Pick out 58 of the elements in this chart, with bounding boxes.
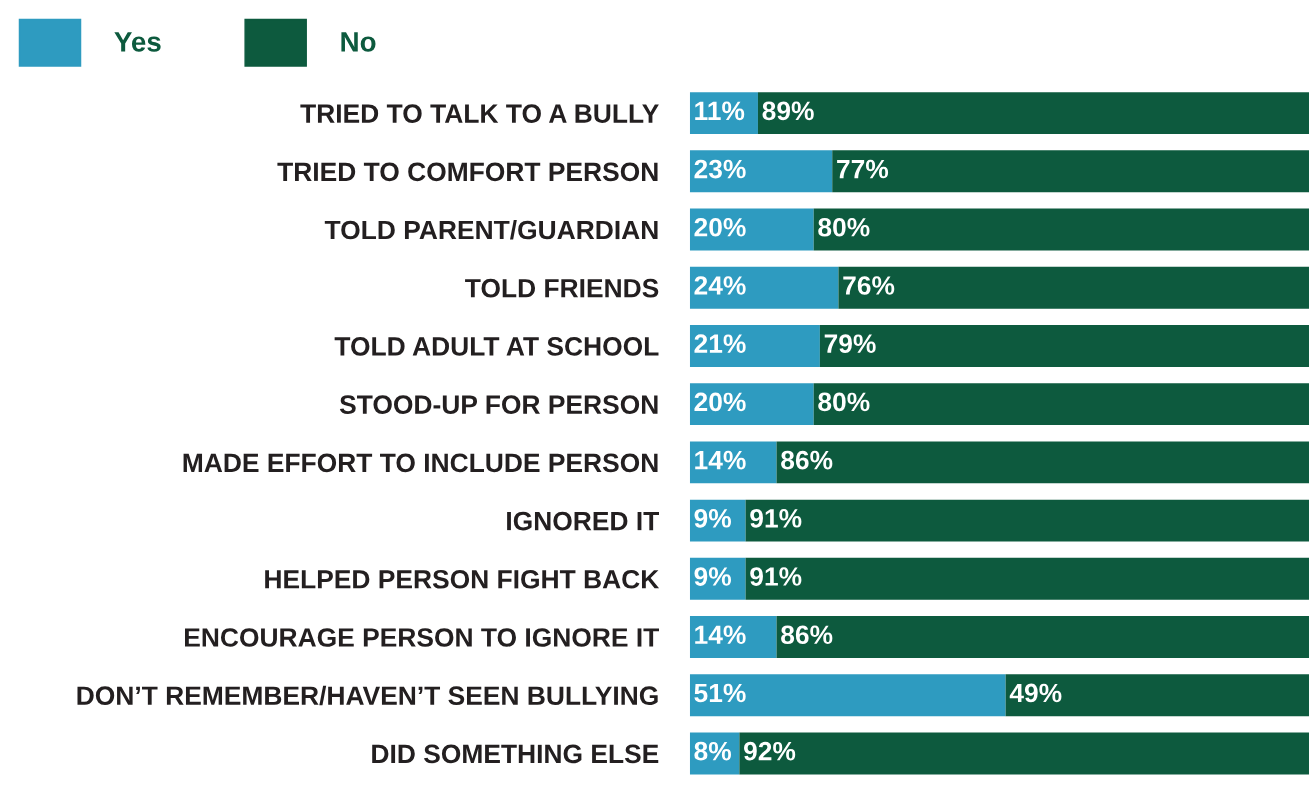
data-label: 24% bbox=[694, 276, 746, 295]
data-label: 79% bbox=[824, 334, 876, 354]
y-tick-label: DID SOMETHING ELSE bbox=[372, 744, 659, 764]
data-label: 92% bbox=[744, 741, 796, 761]
data-label: 9% bbox=[694, 508, 731, 528]
bar bbox=[689, 208, 814, 251]
bar bbox=[757, 92, 1309, 135]
bar bbox=[813, 383, 1309, 426]
bar bbox=[832, 150, 1309, 193]
bar bbox=[776, 441, 1309, 484]
data-label: 14% bbox=[695, 625, 746, 645]
data-label: 86% bbox=[781, 625, 833, 645]
data-label: 91% bbox=[750, 567, 802, 586]
data-label: 20% bbox=[694, 392, 746, 412]
bar bbox=[689, 616, 777, 658]
data-label: 76% bbox=[843, 276, 895, 295]
bar bbox=[819, 325, 1309, 367]
data-label: 80% bbox=[818, 217, 870, 237]
bar bbox=[689, 266, 839, 309]
bar bbox=[745, 499, 1309, 542]
data-label: 21% bbox=[694, 334, 746, 353]
y-tick-label: TOLD ADULT AT SCHOOL bbox=[334, 337, 659, 356]
y-tick-label: TOLD FRIENDS bbox=[465, 278, 659, 298]
bar bbox=[745, 557, 1309, 600]
data-label: 11% bbox=[695, 101, 745, 121]
legend-label: No bbox=[341, 32, 376, 52]
data-label: 49% bbox=[1009, 683, 1062, 703]
data-label: 91% bbox=[750, 508, 802, 528]
data-label: 51% bbox=[694, 683, 746, 703]
bar bbox=[689, 441, 777, 484]
bar bbox=[813, 208, 1309, 251]
bar bbox=[838, 266, 1309, 309]
y-tick-label: TOLD PARENT/GUARDIAN bbox=[324, 219, 658, 240]
bar bbox=[689, 150, 833, 193]
data-label: 14% bbox=[695, 450, 746, 470]
bar bbox=[776, 616, 1309, 658]
bar bbox=[689, 674, 1006, 717]
data-label: 89% bbox=[762, 101, 814, 121]
data-label: 8% bbox=[694, 741, 731, 761]
bar bbox=[689, 325, 820, 367]
y-tick-label: DON’T REMEMBER/HAVEN’T SEEN BULLYING bbox=[77, 685, 658, 706]
data-label: 20% bbox=[694, 217, 746, 237]
data-label: 23% bbox=[694, 159, 746, 179]
data-label: 80% bbox=[818, 392, 870, 412]
y-tick-label: IGNORED IT bbox=[507, 511, 660, 531]
y-tick-label: TRIED TO TALK TO A BULLY bbox=[300, 104, 659, 123]
y-tick-label: HELPED PERSON FIGHT BACK bbox=[265, 569, 660, 589]
y-tick-label: ENCOURAGE PERSON TO IGNORE IT bbox=[185, 628, 659, 647]
data-label: 86% bbox=[781, 450, 833, 470]
bar bbox=[1005, 674, 1309, 717]
data-label: 9% bbox=[694, 567, 731, 586]
y-tick-label: STOOD-UP FOR PERSON bbox=[339, 395, 658, 414]
y-tick-label: MADE EFFORT TO INCLUDE PERSON bbox=[183, 453, 658, 473]
bar bbox=[739, 732, 1309, 775]
legend-label: Yes bbox=[114, 32, 161, 52]
data-label: 77% bbox=[837, 159, 889, 179]
bar bbox=[689, 383, 814, 426]
y-tick-label: TRIED TO COMFORT PERSON bbox=[277, 162, 658, 182]
